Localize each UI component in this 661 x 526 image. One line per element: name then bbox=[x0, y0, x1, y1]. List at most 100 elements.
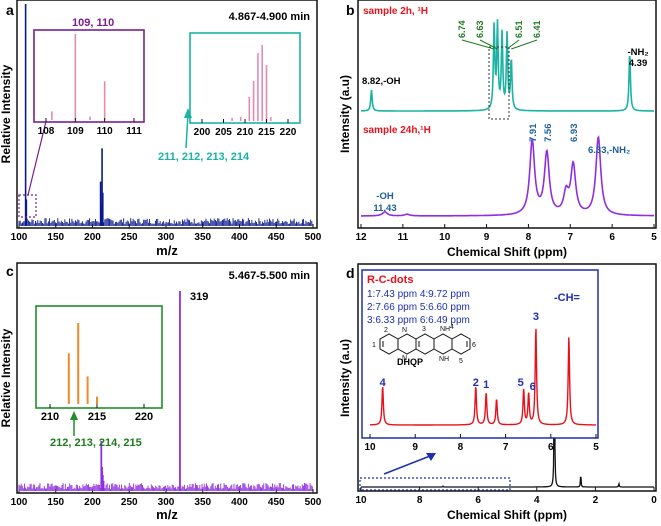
panel-d-ylabel: Intensity (a.u) bbox=[338, 339, 352, 417]
panel-b-x-tick-label: 9 bbox=[484, 232, 490, 243]
panel-b-nh2-24h: 6.33,-NH₂ bbox=[588, 145, 630, 156]
panel-b-nh2-label-b: 4.39 bbox=[629, 58, 648, 69]
panel-a-ylabel: Relative Intensity bbox=[0, 64, 13, 163]
panel-a-x-tick-label: 250 bbox=[121, 232, 138, 243]
molecule-atom-n2: N bbox=[402, 355, 407, 362]
panel-a-spectrum bbox=[18, 4, 313, 226]
panel-b-peak-label-2h: 6.63 bbox=[475, 20, 485, 38]
panel-d-inset-tick-label: 9 bbox=[412, 442, 418, 453]
panel-c-ylabel: Relative Intensity bbox=[0, 328, 13, 427]
panel-b-title-24h: sample 24h,¹H bbox=[363, 125, 431, 136]
molecule-atom-n: N bbox=[402, 327, 407, 334]
panel-a-inset-1-frame bbox=[33, 29, 145, 123]
panel-c-time: 5.467-5.500 min bbox=[229, 270, 311, 282]
panel-b-oh-24h-b: 11.43 bbox=[373, 203, 396, 214]
panel-d-x-tick-label: 2 bbox=[593, 495, 599, 506]
panel-b-peak-label-2h: 6.41 bbox=[532, 20, 542, 38]
panel-d-x-tick-label: 8 bbox=[417, 495, 423, 506]
panel-a-time: 4.867-4.900 min bbox=[229, 11, 311, 23]
panel-b-series-24h bbox=[361, 135, 654, 217]
panel-d-ch-label: -CH= bbox=[554, 292, 580, 304]
panel-b-peak-label-24h: 7.91 bbox=[528, 123, 539, 142]
panel-b-oh-label: 8.82,-OH bbox=[362, 76, 401, 87]
panel-a-inset-2-ticks: 200 205 210 215 220 bbox=[194, 119, 297, 138]
panel-d-legend-title: R-C-dots bbox=[367, 274, 413, 286]
molecule-atom-nh: NH bbox=[440, 326, 450, 333]
panel-d-peak-number: 2 bbox=[473, 377, 479, 389]
panel-c-x-tick-label: 150 bbox=[47, 497, 64, 508]
panel-b-zoom-box bbox=[488, 46, 510, 120]
panel-b-x-tick-label: 8 bbox=[526, 232, 532, 243]
panel-a-inset-1: 109, 110 108 109 110 111 bbox=[33, 17, 145, 137]
panel-a-x-tick-label: 500 bbox=[305, 232, 322, 243]
panel-a-inset-2-tick-label: 210 bbox=[237, 127, 254, 138]
molecule-atom-nh2: NH bbox=[439, 356, 449, 363]
panel-c-x-tick-label: 300 bbox=[158, 497, 175, 508]
panel-a-inset-1-peaks bbox=[51, 34, 106, 120]
panel-d-xlabel: Chemical Shift (ppm) bbox=[447, 508, 567, 522]
panel-c-xlabel: m/z bbox=[156, 507, 178, 522]
panel-c-xticks: 100 150 200 250 300 350 400 450 500 bbox=[11, 489, 322, 508]
panel-c-inset-ticks: 210 215 220 bbox=[41, 404, 153, 423]
molecule-atom-1: 1 bbox=[372, 342, 376, 349]
panel-a-inset-1-tick-label: 111 bbox=[126, 126, 142, 137]
panel-d-peak-number: 3 bbox=[533, 311, 539, 323]
panel-d-molecule bbox=[379, 333, 471, 355]
panel-d-zoom-box bbox=[359, 477, 511, 491]
panel-b-peak-labels: 6.74 6.63 6.51 6.41 7.91 7.56 6.93 bbox=[457, 20, 580, 142]
panel-c-spectrum bbox=[18, 291, 313, 491]
panel-a-arrow-head bbox=[184, 108, 192, 118]
panel-c-inset-tick-label: 215 bbox=[88, 411, 106, 423]
panel-c-x-tick-label: 250 bbox=[121, 497, 138, 508]
panel-c-annotation: 212, 213, 214, 215 bbox=[50, 437, 142, 449]
panel-c-inset-tick-label: 210 bbox=[41, 411, 59, 423]
panel-a-inset-1-label: 109, 110 bbox=[72, 17, 114, 29]
panel-b: b sample 2h, ¹H sample 24h,¹H Intensity … bbox=[338, 0, 657, 259]
panel-d-inset-ticks: 10 9 8 7 6 5 bbox=[364, 434, 599, 453]
panel-d-peak-number: 5 bbox=[518, 377, 524, 389]
panel-c-inset-tick-label: 220 bbox=[135, 411, 153, 423]
panel-b-letter: b bbox=[346, 2, 355, 18]
panel-d-letter: d bbox=[346, 265, 355, 281]
panel-a-x-tick-label: 100 bbox=[11, 232, 28, 243]
panel-b-peak-leader bbox=[511, 39, 538, 50]
panel-d-arrow-line bbox=[383, 455, 431, 475]
panel-d-x-tick-label: 0 bbox=[651, 495, 657, 506]
molecule-atom-5: 5 bbox=[459, 358, 463, 365]
panel-b-series-2h bbox=[360, 19, 654, 112]
panel-d-peak-number: 4 bbox=[380, 377, 387, 389]
panel-a-inset-2-peaks bbox=[231, 45, 272, 121]
panel-d-xticks: 10 8 6 4 2 0 bbox=[355, 487, 657, 506]
panel-c-letter: c bbox=[6, 263, 14, 279]
panel-d-peak-number: 6 bbox=[530, 381, 536, 393]
panel-d-assign-1: 1:7.43 ppm 4:9.72 ppm bbox=[367, 289, 470, 300]
panel-c-x-tick-label: 350 bbox=[194, 497, 211, 508]
panel-a-x-tick-label: 450 bbox=[268, 232, 285, 243]
panel-c-x-tick-label: 450 bbox=[268, 497, 285, 508]
panel-a-inset-2-tick-label: 200 bbox=[194, 127, 211, 138]
molecule-ring-5 bbox=[451, 333, 471, 355]
panel-d-assign-3: 3:6.33 ppm 6:6.49 ppm bbox=[367, 315, 470, 326]
panel-d-arrow-head bbox=[426, 453, 436, 461]
panel-b-nh2-label-a: -NH₂ bbox=[627, 47, 648, 58]
molecule-atom-2: 2 bbox=[384, 327, 388, 334]
panel-d-peak-number: 1 bbox=[483, 379, 489, 391]
panel-d-frame bbox=[357, 263, 657, 492]
panel-c-inset-frame bbox=[35, 305, 163, 409]
panel-a-xlabel: m/z bbox=[156, 243, 178, 258]
panel-d-molecule-atoms: 2 1 3 NH 4 6 NH 5 N N bbox=[372, 324, 476, 365]
panel-b-peak-leader bbox=[506, 39, 520, 50]
panel-b-x-tick-label: 11 bbox=[398, 232, 409, 243]
panel-d-peak-numbers: 4 2 1 5 63 bbox=[380, 311, 539, 393]
panel-b-peak-label-2h: 6.51 bbox=[514, 20, 524, 38]
molecule-atom-6: 6 bbox=[472, 342, 476, 349]
molecule-atom-3: 3 bbox=[422, 326, 426, 333]
panel-d-inset-tick-label: 6 bbox=[548, 442, 554, 453]
panel-d: d Intensity (a.u) Chemical Shift (ppm) 1… bbox=[338, 263, 657, 522]
panel-d-inset: R-C-dots 1:7.43 ppm 4:9.72 ppm 2:7.66 pp… bbox=[361, 269, 599, 453]
panel-d-assign-2: 2:7.66 ppm 5:6.60 ppm bbox=[367, 302, 470, 313]
panel-d-x-tick-label: 6 bbox=[475, 495, 481, 506]
panel-b-x-tick-label: 12 bbox=[355, 232, 367, 243]
molecule-atom-4: 4 bbox=[450, 324, 454, 331]
